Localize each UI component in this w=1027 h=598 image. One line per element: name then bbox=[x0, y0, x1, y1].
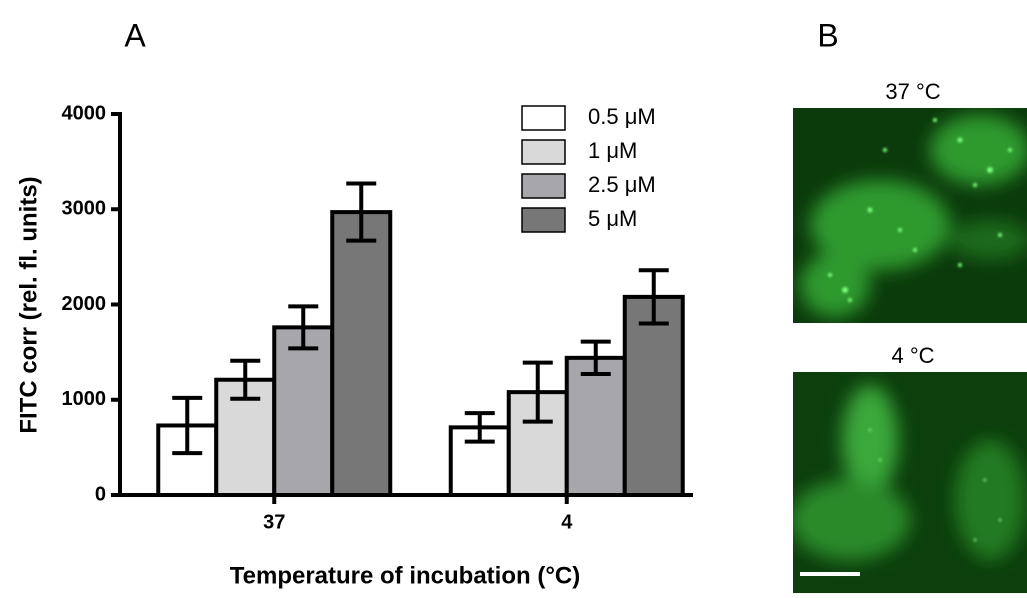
legend-label: 5 μM bbox=[588, 206, 637, 231]
y-axis-label: FITC corr (rel. fl. units) bbox=[15, 176, 42, 433]
legend-swatch bbox=[521, 207, 566, 233]
legend-label: 0.5 μM bbox=[588, 104, 656, 129]
error-bar bbox=[580, 339, 611, 377]
error-bar bbox=[522, 360, 553, 424]
bar bbox=[330, 210, 393, 497]
error-bar bbox=[346, 181, 377, 243]
y-tick-label: 4000 bbox=[62, 102, 107, 124]
panel-label: A bbox=[124, 17, 146, 53]
image-label: 4 °C bbox=[891, 343, 934, 368]
bar bbox=[564, 355, 627, 497]
legend-label: 2.5 μM bbox=[588, 172, 656, 197]
legend-label: 1 μM bbox=[588, 138, 637, 163]
panel-label: B bbox=[817, 17, 838, 53]
micrograph bbox=[793, 108, 1027, 323]
y-tick-label: 2000 bbox=[62, 293, 107, 315]
image-label: 37 °C bbox=[885, 79, 940, 104]
micrograph bbox=[793, 372, 1027, 593]
bar bbox=[622, 294, 685, 497]
legend-swatch bbox=[521, 173, 566, 199]
x-tick-label: 37 bbox=[263, 511, 285, 533]
bar bbox=[272, 325, 335, 497]
y-tick-label: 3000 bbox=[62, 198, 107, 220]
error-bar bbox=[464, 411, 495, 444]
error-bar bbox=[230, 358, 261, 401]
legend-swatch bbox=[521, 139, 566, 165]
legend-swatch bbox=[521, 105, 566, 131]
error-bar bbox=[638, 268, 669, 326]
error-bar bbox=[288, 304, 319, 351]
x-tick-label: 4 bbox=[561, 511, 573, 533]
error-bar bbox=[172, 395, 203, 456]
y-tick-label: 0 bbox=[95, 483, 106, 505]
y-tick-label: 1000 bbox=[62, 388, 107, 410]
x-axis-label: Temperature of incubation (°C) bbox=[230, 562, 581, 589]
